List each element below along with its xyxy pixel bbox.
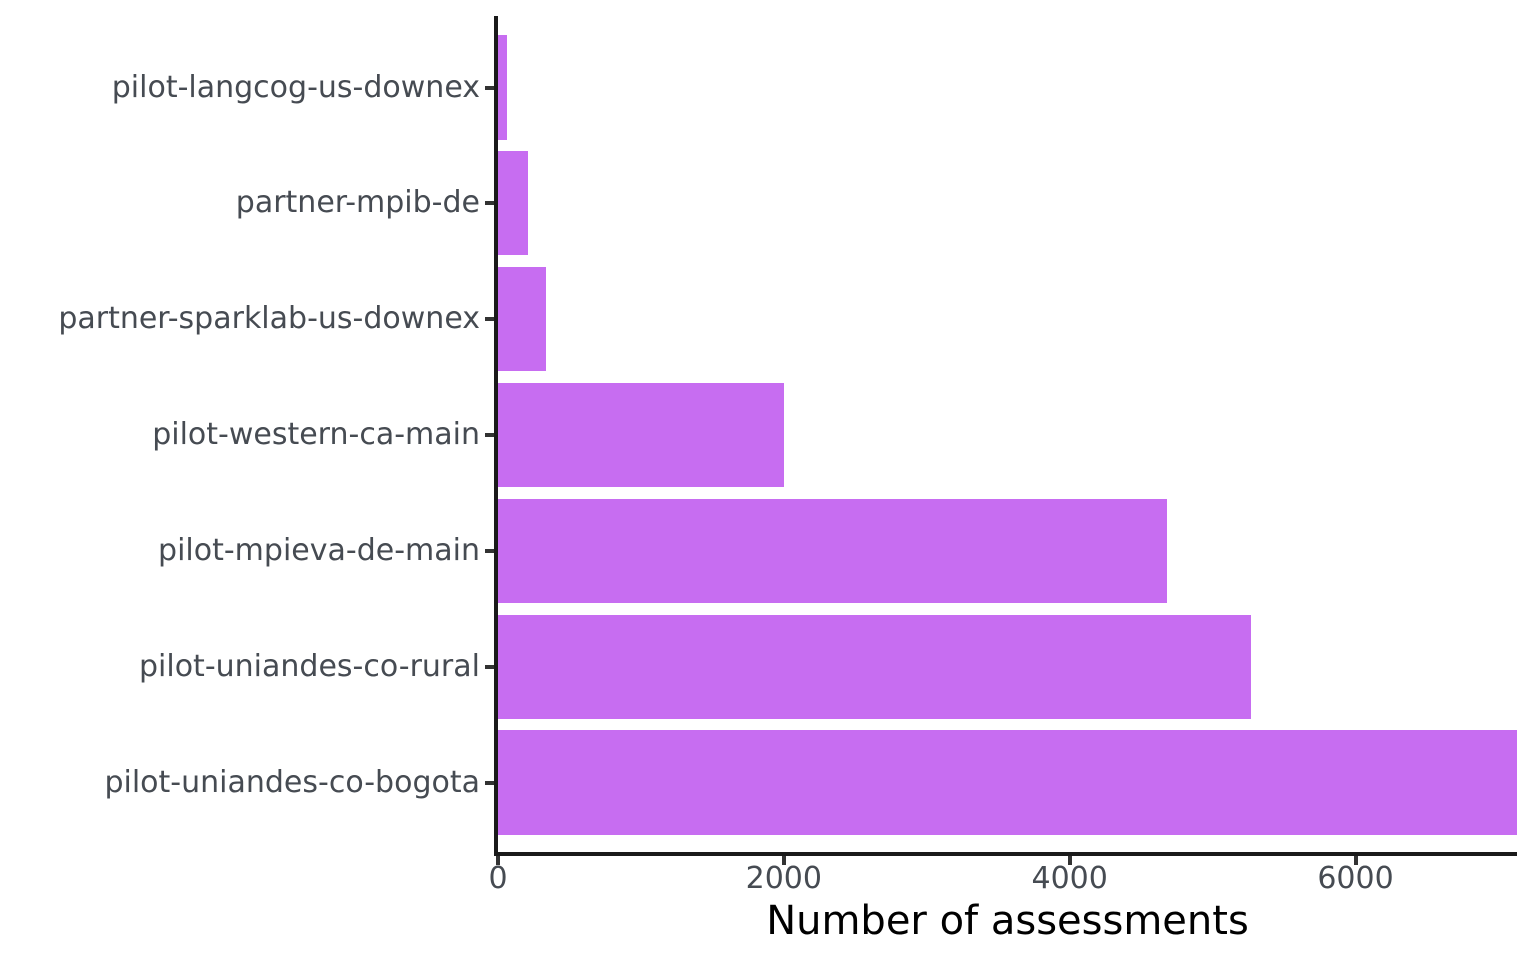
y-tick-mark: [485, 317, 494, 322]
y-tick-mark: [485, 664, 494, 669]
y-tick-label: pilot-mpieva-de-main: [158, 532, 480, 568]
x-tick-mark: [496, 856, 500, 865]
bar-pilot-western-ca-main: [498, 382, 784, 488]
y-tick-label: pilot-uniandes-co-rural: [138, 648, 480, 684]
bar-pilot-uniandes-co-rural: [498, 614, 1252, 719]
x-tick-label: 4000: [1031, 861, 1108, 896]
x-tick-label: 2000: [745, 861, 822, 896]
bar-partner-mpib-de: [498, 151, 528, 256]
y-tick-label: partner-sparklab-us-downex: [58, 301, 480, 337]
bar-partner-sparklab-us-downex: [498, 267, 546, 372]
y-tick-label: pilot-western-ca-main: [152, 417, 480, 452]
x-tick-label: 0: [488, 861, 508, 896]
y-tick-mark: [485, 201, 494, 206]
bar-pilot-mpieva-de-main: [498, 498, 1167, 603]
y-tick-mark: [485, 780, 494, 785]
y-tick-mark: [485, 548, 494, 553]
y-tick-label: pilot-langcog-us-downex: [111, 69, 480, 105]
y-tick-label: pilot-uniandes-co-bogota: [104, 764, 480, 800]
y-axis-line: [494, 16, 498, 856]
x-axis-title: Number of assessments: [766, 898, 1249, 944]
x-tick-mark: [1353, 856, 1358, 865]
y-tick-mark: [485, 433, 494, 437]
bar-pilot-uniandes-co-bogota: [498, 730, 1517, 835]
bar-pilot-langcog-us-downex: [498, 35, 507, 140]
x-tick-label: 6000: [1317, 861, 1394, 896]
x-tick-mark: [781, 856, 786, 865]
y-tick-label: partner-mpib-de: [235, 185, 480, 221]
y-tick-mark: [485, 85, 494, 90]
x-tick-mark: [1067, 856, 1072, 865]
x-axis-line: [494, 852, 1517, 856]
